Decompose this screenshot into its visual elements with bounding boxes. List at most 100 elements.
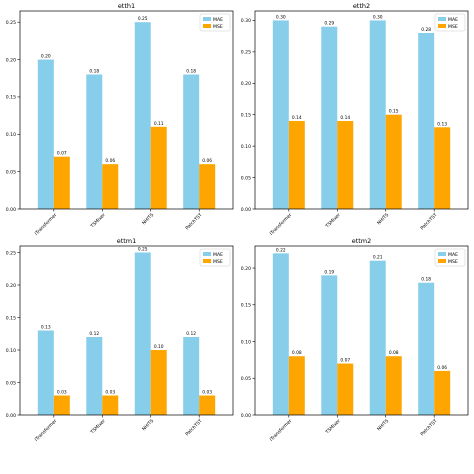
- x-tick-label: iTransformer: [34, 212, 59, 237]
- x-tick-label: PatchTST: [184, 212, 203, 231]
- subplot-etth1: etth1 0.00 0.05 0.10 0.15 0.20 0.25 0.20 0.07 iTr…: [6, 2, 234, 237]
- bar-value-label: 0.08: [389, 350, 399, 356]
- bar-value-label: 0.30: [373, 14, 383, 20]
- bar-value-label: 0.18: [421, 277, 431, 283]
- y-tick-label: 0.20: [241, 266, 251, 272]
- legend-swatch-mae: [438, 17, 446, 21]
- bar-mae: [37, 330, 54, 415]
- bar-mse: [337, 121, 354, 209]
- legend-swatch-mse: [203, 24, 211, 28]
- y-tick-label: 0.15: [241, 113, 251, 119]
- bar-mse: [53, 156, 70, 209]
- x-tick-label: NHITS: [141, 212, 155, 226]
- x-tick-label: NHITS: [141, 418, 155, 432]
- y-tick-label: 0.15: [6, 315, 16, 321]
- bar-value-label: 0.21: [373, 255, 383, 261]
- x-tick-label: iTransformer: [34, 418, 59, 443]
- bar-value-label: 0.29: [324, 21, 334, 27]
- bar-mae: [369, 260, 386, 415]
- bar-value-label: 0.25: [138, 16, 148, 22]
- y-tick-label: 0.05: [6, 169, 16, 175]
- bar-mae: [37, 59, 54, 209]
- y-tick-label: 0.00: [6, 207, 16, 213]
- y-tick-label: 0.20: [241, 81, 251, 87]
- bar-value-label: 0.07: [340, 358, 350, 364]
- x-tick-label: NHITS: [376, 418, 390, 432]
- subplot-ettm2: ettm2 0.00 0.05 0.10 0.15 0.20 0.22 0.08 iTransf…: [241, 237, 469, 443]
- bar-value-label: 0.30: [276, 14, 286, 20]
- y-tick-label: 0.00: [6, 413, 16, 419]
- x-tick-label: iTransformer: [269, 212, 294, 237]
- legend-swatch-mae: [203, 17, 211, 21]
- bar-mae: [86, 337, 103, 415]
- bar-mse: [434, 370, 451, 415]
- chart-title: etth2: [353, 2, 370, 10]
- legend-label-mse: MSE: [213, 259, 223, 265]
- bar-mse: [53, 395, 70, 415]
- bar-value-label: 0.08: [292, 350, 302, 356]
- bar-value-label: 0.06: [105, 158, 115, 164]
- bar-mae: [272, 20, 289, 209]
- y-tick-label: 0.10: [241, 339, 251, 345]
- y-tick-label: 0.20: [6, 283, 16, 289]
- bar-value-label: 0.18: [89, 69, 99, 75]
- bar-mse: [102, 164, 119, 209]
- x-tick-label: iTransformer: [269, 418, 294, 443]
- axes-frame: [19, 10, 234, 210]
- y-tick-label: 0.25: [6, 250, 16, 256]
- bar-value-label: 0.06: [437, 365, 447, 371]
- bar-value-label: 0.11: [154, 121, 164, 127]
- bar-value-label: 0.03: [105, 390, 115, 396]
- subplot-etth2: etth2 0.00 0.05 0.10 0.15 0.20 0.25 0.30 0.30 0.1…: [241, 2, 469, 237]
- legend-label-mse: MSE: [448, 24, 458, 30]
- x-tick-label: TSMixer: [324, 418, 342, 436]
- legend-label-mae: MAE: [448, 17, 458, 23]
- legend-swatch-mae: [203, 252, 211, 256]
- bar-value-label: 0.28: [421, 27, 431, 33]
- legend-swatch-mae: [438, 252, 446, 256]
- x-tick-label: NHITS: [376, 212, 390, 226]
- bar-value-label: 0.14: [292, 115, 302, 121]
- legend-swatch-mse: [438, 24, 446, 28]
- x-tick-label: PatchTST: [419, 212, 438, 231]
- bar-value-label: 0.18: [186, 69, 196, 75]
- subplot-ettm1: ettm1 0.00 0.05 0.10 0.15 0.20 0.25 0.13 0.03 iTr…: [6, 237, 234, 443]
- y-tick-label: 0.05: [241, 376, 251, 382]
- x-tick-label: TSMixer: [324, 212, 342, 230]
- bar-value-label: 0.14: [340, 115, 350, 121]
- bar-mse: [199, 164, 216, 209]
- bar-mae: [418, 33, 435, 209]
- bar-value-label: 0.07: [57, 151, 67, 157]
- chart-title: etth1: [118, 2, 135, 10]
- axes-frame: [254, 245, 469, 416]
- x-tick-label: PatchTST: [419, 418, 438, 437]
- bar-mse: [337, 363, 354, 415]
- bar-mae: [321, 26, 338, 210]
- bar-value-label: 0.22: [276, 247, 286, 253]
- bar-mse: [288, 356, 305, 415]
- axes-frame: [19, 245, 234, 416]
- bar-value-label: 0.19: [324, 269, 334, 275]
- bar-mae: [134, 22, 151, 209]
- bar-value-label: 0.03: [57, 390, 67, 396]
- bar-value-label: 0.12: [89, 331, 99, 337]
- y-tick-label: 0.00: [241, 413, 251, 419]
- x-tick-label: TSMixer: [89, 212, 107, 230]
- y-tick-label: 0.30: [241, 18, 251, 24]
- y-tick-label: 0.10: [6, 348, 16, 354]
- y-tick-label: 0.20: [6, 57, 16, 63]
- bar-value-label: 0.25: [138, 247, 148, 253]
- legend-label-mae: MAE: [448, 252, 458, 258]
- axes-frame: [254, 10, 469, 210]
- bar-mse: [150, 350, 167, 415]
- bar-mse: [199, 395, 216, 415]
- y-tick-label: 0.15: [241, 303, 251, 309]
- legend-swatch-mse: [438, 259, 446, 263]
- bar-mae: [369, 20, 386, 209]
- legend-label-mae: MAE: [213, 17, 223, 23]
- bar-value-label: 0.13: [437, 121, 447, 127]
